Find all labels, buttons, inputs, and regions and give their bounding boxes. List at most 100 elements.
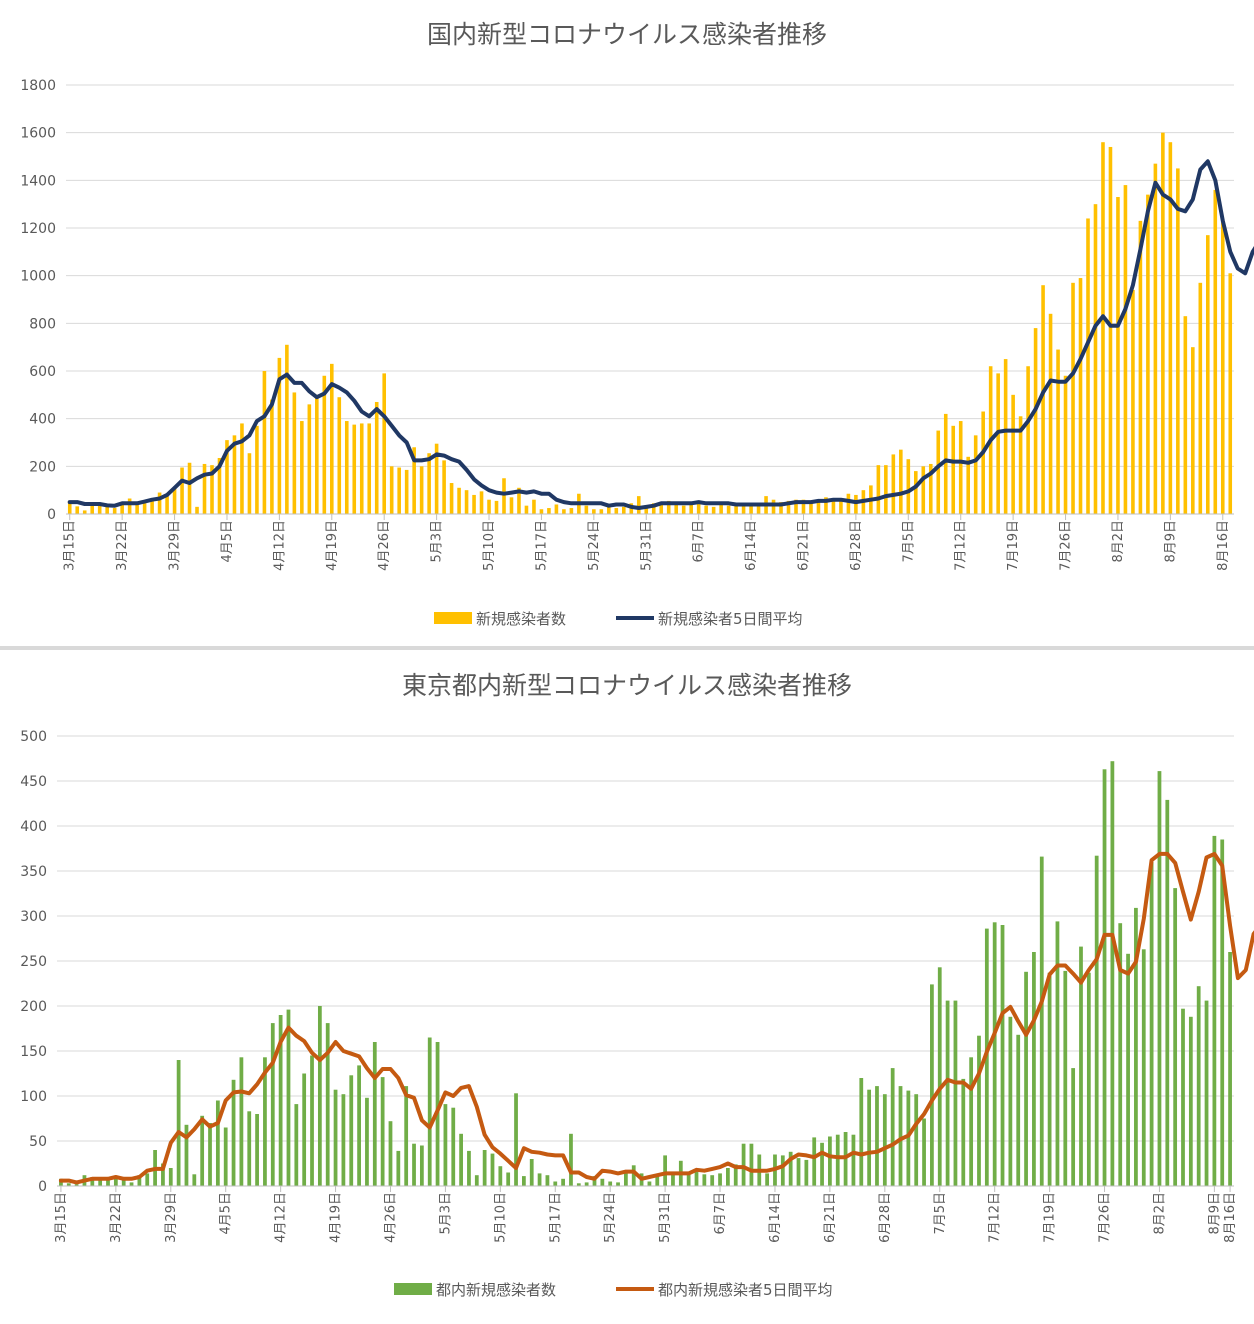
national-chart: 国内新型コロナウイルス感染者推移 0 200 400 600 800 1000 1200 14…	[20, 20, 1254, 628]
bar	[1102, 769, 1107, 1186]
bar	[1093, 204, 1098, 514]
bar	[113, 1177, 118, 1186]
bar	[694, 1171, 699, 1186]
bar	[367, 423, 372, 514]
bar	[562, 509, 566, 514]
x-tick-label: 7月26日	[1059, 520, 1074, 571]
bar	[532, 499, 536, 514]
bar	[1188, 1016, 1193, 1186]
bar	[969, 1057, 974, 1186]
bar	[120, 504, 124, 514]
x-tick-label: 5月10日	[482, 520, 497, 571]
bar	[285, 344, 289, 514]
bar	[184, 1124, 189, 1186]
bar	[1228, 952, 1232, 1186]
x-tick-label: 7月12日	[988, 1192, 1003, 1243]
x-tick-label: 6月28日	[849, 520, 864, 571]
bar	[325, 1023, 330, 1186]
bar	[82, 510, 87, 514]
bar	[1173, 888, 1178, 1186]
bar	[105, 506, 109, 514]
x-tick-label: 6月21日	[796, 520, 811, 571]
bar	[876, 465, 881, 514]
bar	[851, 1134, 856, 1186]
bar	[891, 454, 896, 514]
y-tick-label: 1400	[20, 173, 56, 189]
bar	[232, 435, 237, 514]
bar	[506, 1172, 511, 1186]
bar	[479, 491, 484, 514]
bar	[247, 453, 252, 514]
x-tick-label: 5月17日	[534, 520, 549, 571]
y-tick-label: 800	[29, 316, 56, 332]
y-tick-label: 1800	[20, 78, 56, 94]
bar	[498, 1166, 503, 1186]
bar	[584, 505, 589, 514]
bar	[839, 499, 843, 514]
bar	[457, 487, 461, 514]
bar	[1138, 220, 1143, 514]
y-tick-label: 100	[20, 1089, 47, 1105]
bar	[794, 499, 798, 514]
bar	[397, 467, 401, 514]
bar	[145, 1173, 150, 1186]
bar	[1086, 972, 1091, 1186]
bar	[494, 500, 499, 514]
bar	[913, 471, 918, 514]
bar	[490, 1153, 495, 1186]
bar	[771, 499, 776, 514]
bar	[951, 425, 956, 514]
bar	[1056, 349, 1060, 514]
bar	[977, 1035, 981, 1186]
bar	[202, 463, 207, 514]
bar	[539, 509, 544, 514]
bar	[696, 503, 701, 514]
bar	[1024, 971, 1028, 1186]
bar	[449, 483, 454, 514]
bar	[875, 1086, 879, 1186]
bar	[1205, 235, 1210, 514]
bar	[804, 1159, 809, 1186]
bar	[419, 1145, 424, 1186]
y-tick-label: 50	[29, 1134, 47, 1150]
legend-swatch-bar	[434, 612, 472, 624]
national-chart-panel: 国内新型コロナウイルス感染者推移 0 200 400 600 800 1000 1200 14…	[0, 0, 1254, 645]
bar	[277, 357, 282, 514]
bar	[365, 1097, 369, 1186]
bar	[372, 1042, 377, 1186]
bar	[459, 1133, 463, 1186]
x-tick-label: 5月3日	[438, 1192, 453, 1235]
bar	[208, 1123, 212, 1186]
bar	[464, 490, 469, 514]
bar	[961, 1078, 966, 1186]
bar	[681, 505, 686, 514]
bar	[307, 404, 312, 514]
x-tick-label: 8月2日	[1111, 520, 1126, 563]
bar	[820, 1142, 824, 1186]
x-tick-label: 3月15日	[54, 1192, 69, 1243]
bar	[561, 1178, 565, 1186]
bar	[1039, 856, 1044, 1186]
bar	[1157, 771, 1162, 1186]
x-tick-label: 4月19日	[325, 520, 340, 571]
x-tick-label: 3月15日	[63, 520, 78, 571]
bar	[644, 508, 649, 514]
bar	[992, 922, 997, 1186]
bar	[945, 1000, 950, 1186]
bar	[1003, 359, 1008, 514]
bar	[74, 1184, 79, 1186]
x-tick-label: 7月19日	[1006, 520, 1021, 571]
x-tick-label: 8月2日	[1152, 1192, 1167, 1235]
x-tick-label: 5月24日	[587, 520, 602, 571]
bar	[1220, 839, 1225, 1186]
bar	[225, 440, 229, 514]
bar	[357, 1065, 361, 1186]
bar	[302, 1073, 307, 1186]
bar	[824, 497, 828, 514]
legend-swatch-bar	[394, 1283, 432, 1295]
bar	[631, 1165, 636, 1186]
bar	[726, 505, 731, 514]
bar	[973, 435, 978, 514]
bar	[702, 1174, 707, 1186]
bar	[884, 465, 888, 514]
